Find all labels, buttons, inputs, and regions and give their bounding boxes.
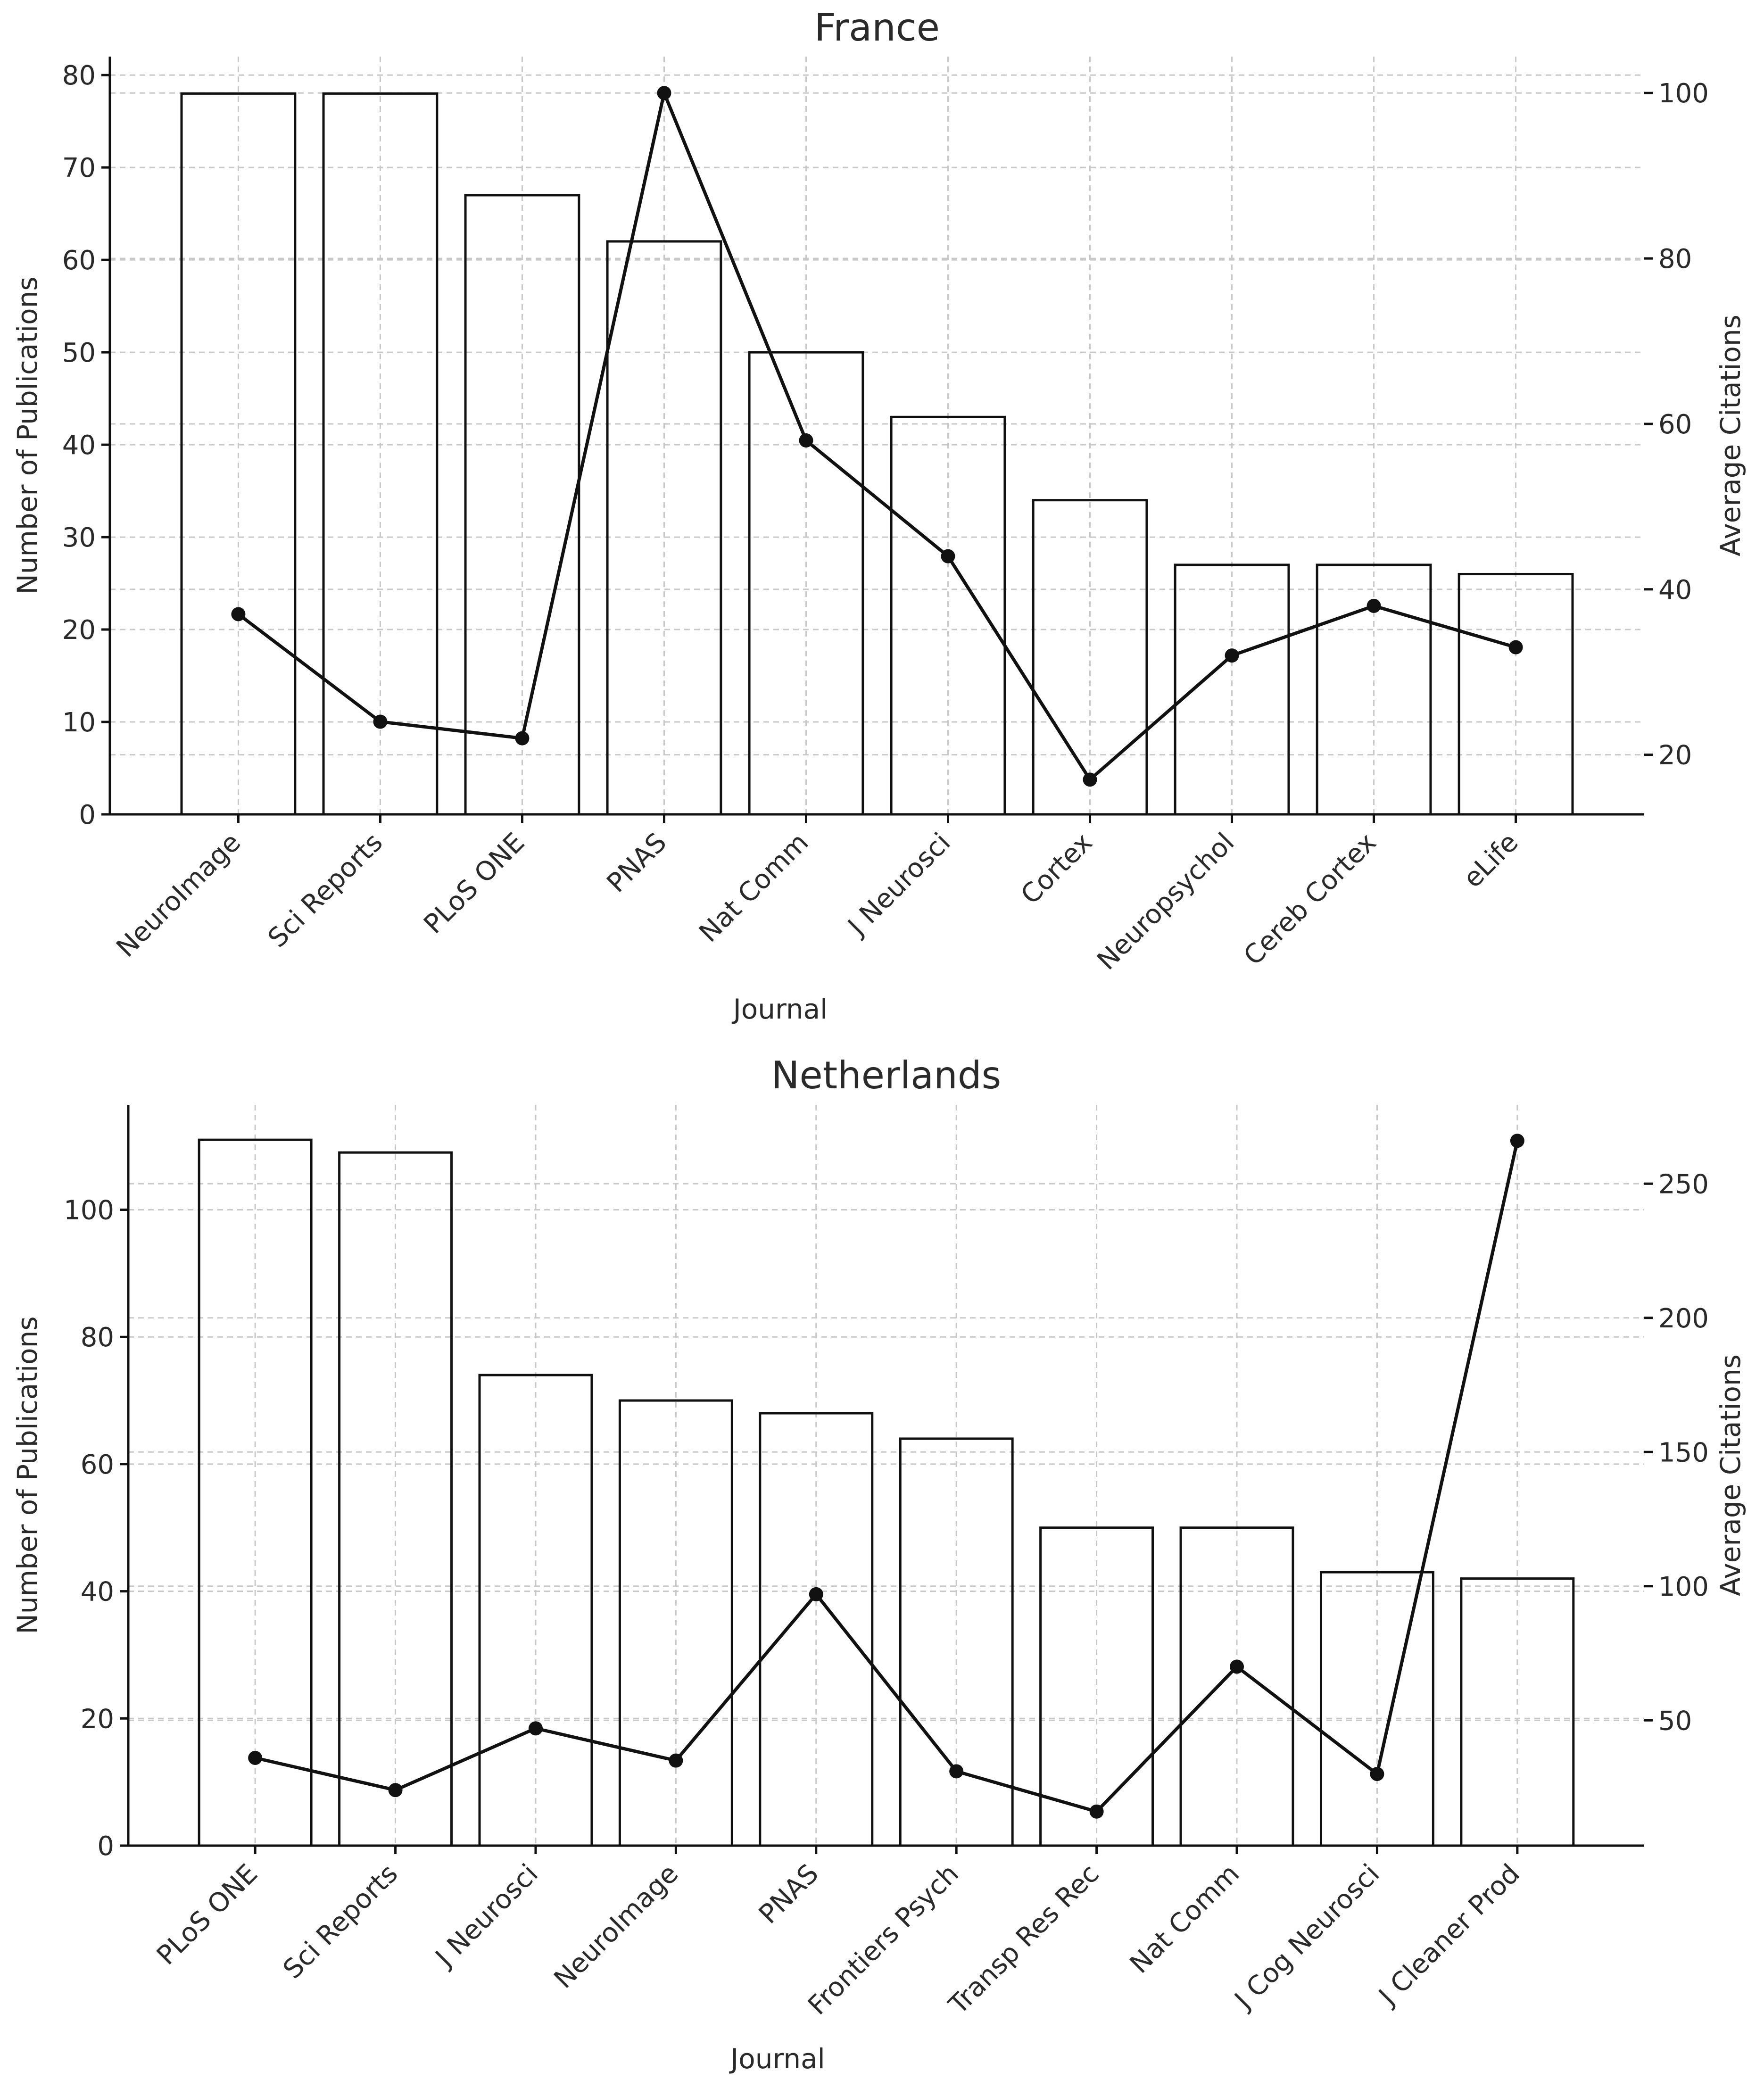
netherlands-citation-point-9 <box>1370 1767 1384 1781</box>
france-ytick-label: 50 <box>62 338 96 368</box>
netherlands-xtick-label: PNAS <box>753 1858 825 1930</box>
netherlands-xtick-label: J Neurosci <box>429 1858 544 1973</box>
france-ytick-label: 30 <box>62 522 96 553</box>
netherlands-ytick-label: 60 <box>81 1450 114 1480</box>
france-xtick-label: Nat Comm <box>693 827 814 948</box>
netherlands-xtick-label: Frontiers Psych <box>802 1858 965 2021</box>
netherlands-y2tick-label: 250 <box>1658 1169 1709 1200</box>
netherlands-citation-point-6 <box>949 1764 964 1779</box>
france-ytick-label: 40 <box>62 430 96 461</box>
netherlands-citation-point-5 <box>809 1587 823 1601</box>
netherlands-y2tick-label: 150 <box>1658 1437 1709 1468</box>
france-xtick-label: Cereb Cortex <box>1238 827 1382 971</box>
netherlands-xtick-label: Sci Reports <box>277 1858 404 1985</box>
netherlands-chart-title: Netherlands <box>771 1053 1002 1097</box>
netherlands-ytick-label: 80 <box>81 1322 114 1353</box>
france-ytick-label: 0 <box>79 800 96 830</box>
netherlands-citations-line <box>255 1140 1519 1814</box>
france-xtick-label: Sci Reports <box>262 827 389 953</box>
france-citation-point-10 <box>1508 640 1523 655</box>
france-citation-point-2 <box>373 714 388 729</box>
france-y2tick-label: 100 <box>1658 78 1709 109</box>
france-ytick-label: 20 <box>62 615 96 646</box>
france-y2tick-label: 20 <box>1658 740 1692 771</box>
netherlands-y-axis-label: Number of Publications <box>11 1316 43 1634</box>
france-citation-point-3 <box>515 731 530 746</box>
france-citation-point-5 <box>799 433 813 448</box>
france-y-axis-label: Number of Publications <box>11 276 43 594</box>
netherlands-y2tick-label: 200 <box>1658 1303 1709 1334</box>
netherlands-xtick-label: Transp Res Rec <box>943 1858 1105 2021</box>
netherlands-y2-axis-label: Average Citations <box>1714 1354 1747 1596</box>
netherlands-citation-point-2 <box>388 1783 403 1798</box>
france-citation-point-9 <box>1366 598 1381 613</box>
france-citation-point-7 <box>1083 772 1097 787</box>
france-xtick-label: Cortex <box>1015 827 1099 911</box>
netherlands-xtick-label: Nat Comm <box>1124 1858 1245 1980</box>
france-ytick-label: 80 <box>62 60 96 91</box>
netherlands-citation-point-3 <box>528 1721 543 1736</box>
netherlands-ytick-label: 100 <box>64 1195 114 1226</box>
france-y2tick-label: 80 <box>1658 244 1692 274</box>
netherlands-y2tick-label: 100 <box>1658 1572 1709 1602</box>
netherlands-ytick-label: 40 <box>81 1577 114 1607</box>
netherlands-citation-point-10 <box>1510 1134 1524 1148</box>
france-ytick-label: 10 <box>62 707 96 738</box>
netherlands-citation-point-4 <box>669 1753 683 1768</box>
france-xtick-label: eLife <box>1458 827 1524 894</box>
france-xtick-label: J Neurosci <box>841 827 956 942</box>
france-xtick-label: PLoS ONE <box>418 827 530 940</box>
france-ytick-label: 60 <box>62 245 96 276</box>
netherlands-ytick-label: 0 <box>97 1831 114 1862</box>
france-y2-axis-label: Average Citations <box>1714 315 1747 556</box>
france-xtick-label: NeuroImage <box>111 827 247 963</box>
netherlands-citation-point-1 <box>248 1750 263 1765</box>
france-x-axis-label: Journal <box>732 993 828 1025</box>
netherlands-x-axis-label: Journal <box>729 2043 825 2075</box>
france-y2tick-label: 60 <box>1658 409 1692 440</box>
france-chart-title: France <box>814 6 940 50</box>
netherlands-ytick-label: 20 <box>81 1704 114 1734</box>
netherlands-citation-point-7 <box>1089 1804 1104 1819</box>
france-citation-point-6 <box>941 549 955 563</box>
france-y2tick-label: 40 <box>1658 575 1692 605</box>
france-citation-point-1 <box>231 607 246 621</box>
netherlands-xtick-label: J Cleaner Prod <box>1372 1858 1526 2012</box>
netherlands-citation-point-8 <box>1230 1659 1244 1674</box>
france-xtick-label: Neuropsychol <box>1091 827 1240 976</box>
france-citations-line <box>237 91 1516 781</box>
france-citation-point-8 <box>1225 648 1239 663</box>
france-xtick-label: PNAS <box>601 827 673 899</box>
france-citation-point-4 <box>657 86 671 100</box>
netherlands-xtick-label: J Cog Neurosci <box>1228 1858 1385 2016</box>
france-ytick-label: 70 <box>62 153 96 183</box>
netherlands-xtick-label: PLoS ONE <box>151 1858 264 1971</box>
netherlands-y2tick-label: 50 <box>1658 1706 1692 1736</box>
netherlands-xtick-label: NeuroImage <box>548 1858 685 1995</box>
